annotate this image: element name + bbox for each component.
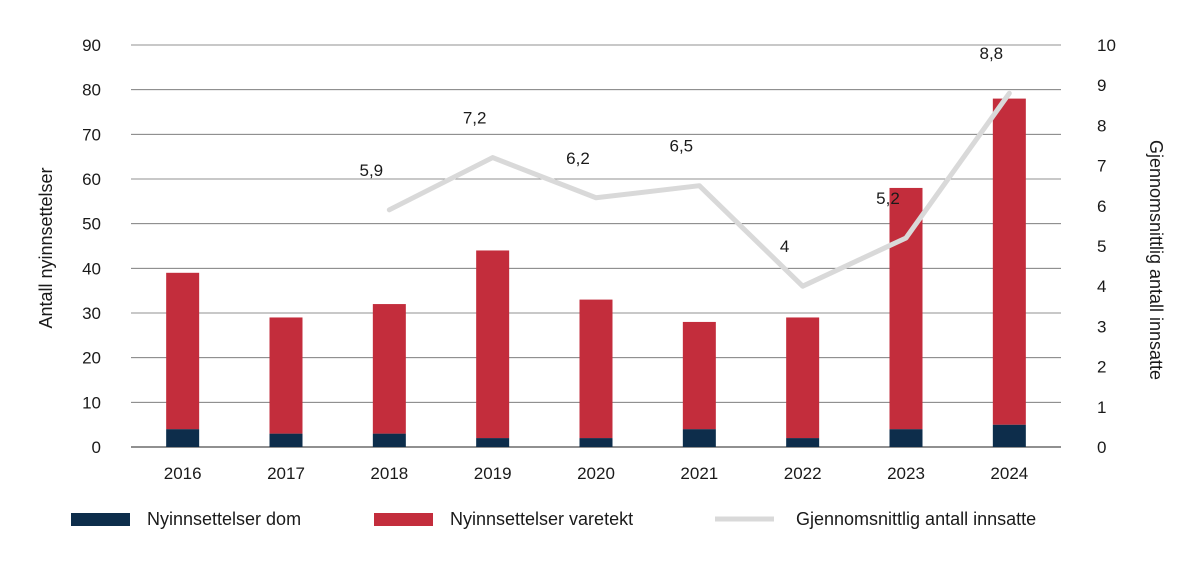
y-tick-label-left: 60 — [82, 170, 101, 189]
x-tick-label: 2023 — [887, 464, 925, 483]
x-tick-label: 2024 — [990, 464, 1028, 483]
line-data-label: 5,2 — [876, 189, 900, 208]
x-tick-label: 2016 — [164, 464, 202, 483]
bar-dom — [476, 438, 510, 447]
y-tick-label-left: 70 — [82, 125, 101, 144]
y-tick-label-right: 7 — [1097, 157, 1106, 176]
axes: 0 10 20 30 40 50 60 70 80 90 0 1 2 3 4 5 6 7 8 9 10 2016 2017 2… — [82, 36, 1116, 483]
legend: Nyinnsettelser dom Nyinnsettelser varetek… — [71, 509, 1036, 529]
y-tick-label-right: 1 — [1097, 398, 1106, 417]
bars — [166, 98, 1026, 447]
y-axis-title-left: Antall nyinnsettelser — [36, 167, 56, 328]
bar-varetekt — [579, 299, 613, 439]
y-tick-label-left: 80 — [82, 81, 101, 100]
line-data-label: 7,2 — [463, 109, 487, 128]
y-tick-label-right: 9 — [1097, 76, 1106, 95]
data-labels: 5,9 7,2 6,2 6,5 4 5,2 8,8 — [360, 44, 1004, 256]
bar-dom — [372, 433, 406, 447]
line-data-label: 6,5 — [670, 137, 694, 156]
x-tick-label: 2020 — [577, 464, 615, 483]
y-tick-label-right: 10 — [1097, 36, 1116, 55]
bar-dom — [166, 429, 200, 447]
bar-dom — [889, 429, 923, 447]
x-tick-label: 2018 — [370, 464, 408, 483]
bar-dom — [786, 438, 820, 447]
bar-varetekt — [269, 317, 303, 434]
y-tick-label-right: 4 — [1097, 277, 1106, 296]
average-line-path — [386, 90, 1012, 289]
y-tick-label-left: 30 — [82, 304, 101, 323]
x-tick-label: 2017 — [267, 464, 305, 483]
x-tick-label: 2021 — [680, 464, 718, 483]
bar-varetekt — [786, 317, 820, 439]
bar-varetekt — [889, 187, 923, 430]
bar-dom — [579, 438, 613, 447]
y-tick-label-right: 2 — [1097, 358, 1106, 377]
y-tick-label-right: 6 — [1097, 197, 1106, 216]
average-line — [386, 90, 1012, 289]
line-data-label: 8,8 — [980, 44, 1004, 63]
y-tick-label-left: 40 — [82, 259, 101, 278]
legend-label: Gjennomsnittlig antall innsatte — [796, 509, 1036, 529]
x-tick-label: 2022 — [784, 464, 822, 483]
y-tick-label-left: 90 — [82, 36, 101, 55]
x-tick-label: 2019 — [474, 464, 512, 483]
y-tick-label-left: 50 — [82, 215, 101, 234]
bar-dom — [992, 424, 1026, 447]
legend-swatch — [374, 513, 433, 526]
bar-varetekt — [992, 98, 1026, 425]
line-data-label: 6,2 — [566, 149, 590, 168]
bar-varetekt — [682, 321, 716, 430]
legend-swatch — [71, 513, 130, 526]
y-tick-label-right: 3 — [1097, 317, 1106, 336]
line-data-label: 5,9 — [360, 161, 384, 180]
y-tick-label-left: 10 — [82, 393, 101, 412]
legend-label: Nyinnsettelser dom — [147, 509, 301, 529]
y-tick-label-left: 20 — [82, 349, 101, 368]
bar-varetekt — [372, 304, 406, 434]
bar-varetekt — [476, 250, 510, 439]
line-data-label: 4 — [780, 237, 789, 256]
bar-dom — [682, 429, 716, 447]
y-tick-label-right: 8 — [1097, 116, 1106, 135]
y-tick-label-left: 0 — [92, 438, 101, 457]
y-tick-label-right: 0 — [1097, 438, 1106, 457]
y-axis-title-right: Gjennomsnittlig antall innsatte — [1146, 140, 1166, 380]
bar-varetekt — [166, 272, 200, 430]
legend-label: Nyinnsettelser varetekt — [450, 509, 633, 529]
y-tick-label-right: 5 — [1097, 237, 1106, 256]
bar-dom — [269, 433, 303, 447]
